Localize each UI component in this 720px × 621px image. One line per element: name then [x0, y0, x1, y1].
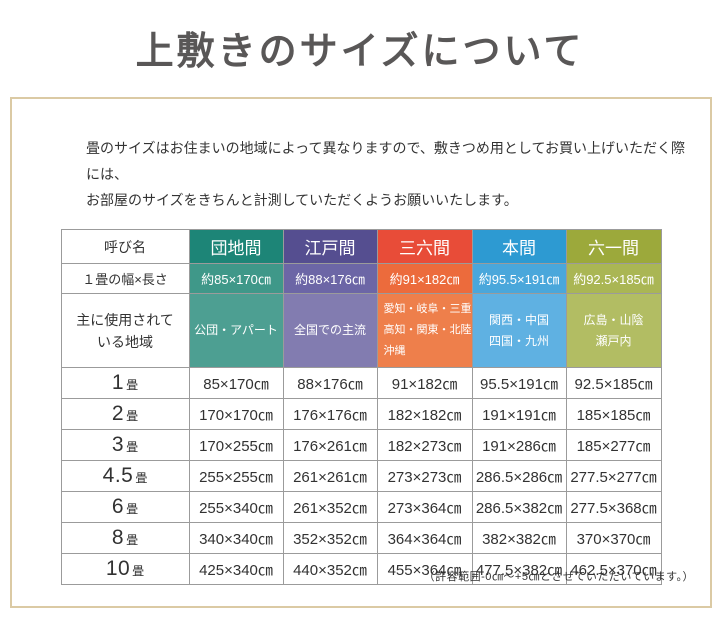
- region-value: 愛知・岐阜・三重 高知・関東・北陸 沖縄: [376, 293, 473, 368]
- size-value: 277.5×368㎝: [565, 491, 662, 523]
- tolerance-note: （許容範囲-0㎝〜+5㎝とさせていただいています。）: [423, 571, 694, 583]
- tatami-count: 1: [111, 371, 125, 394]
- tatami-unit: 畳: [126, 409, 139, 423]
- mat-dimension-value: 約88×176㎝: [282, 263, 378, 294]
- size-value: 85×170㎝: [188, 367, 284, 399]
- usage-region-row: 主に使用されて いる地域 公団・アパート 全国での主流 愛知・岐阜・三重 高知・…: [60, 293, 662, 368]
- intro-line-2: お部屋のサイズをきちんと計測していただくようお願いいたします。: [86, 192, 518, 208]
- size-value: 170×170㎝: [188, 398, 284, 430]
- size-table-row: 10 畳 425×340㎝ 440×352㎝ 455×364㎝ 477.5×382…: [60, 553, 662, 585]
- column-header-sabuma: 三六間: [376, 229, 473, 264]
- size-value: 382×382㎝: [471, 522, 567, 554]
- corner-header-label: 呼び名: [60, 229, 190, 264]
- size-table-row: 4.5 畳 255×255㎝ 261×261㎝ 273×273㎝ 286.5×28…: [60, 460, 662, 492]
- size-value: 182×273㎝: [376, 429, 473, 461]
- size-value: 273×273㎝: [376, 460, 473, 492]
- column-header-rokuichima: 六一間: [565, 229, 662, 264]
- row-label-width-length: １畳の幅×長さ: [60, 263, 190, 294]
- size-value: 261×352㎝: [282, 491, 378, 523]
- size-value: 191×286㎝: [471, 429, 567, 461]
- column-header-edoma: 江戸間: [282, 229, 378, 264]
- mat-dimension-value: 約95.5×191㎝: [471, 263, 567, 294]
- size-value: 255×255㎝: [188, 460, 284, 492]
- size-value: 286.5×382㎝: [471, 491, 567, 523]
- content-frame: 畳のサイズはお住まいの地域によって異なりますので、敷きつめ用としてお買い上げいた…: [10, 97, 712, 608]
- tatami-unit: 畳: [126, 440, 139, 454]
- size-value: 273×364㎝: [376, 491, 473, 523]
- column-header-honma: 本間: [471, 229, 567, 264]
- size-value: 462.5×370㎝: [565, 553, 662, 585]
- tatami-unit: 畳: [132, 564, 145, 578]
- size-value: 255×340㎝: [188, 491, 284, 523]
- size-value: 191×191㎝: [471, 398, 567, 430]
- mat-dimension-value: 約91×182㎝: [376, 263, 473, 294]
- size-value: 425×340㎝: [188, 553, 284, 585]
- table-header-row: 呼び名 団地間 江戸間 三六間 本間 六一間: [60, 229, 662, 264]
- size-value: 440×352㎝: [282, 553, 378, 585]
- size-value: 95.5×191㎝: [471, 367, 567, 399]
- tatami-count: 2: [111, 402, 125, 425]
- size-value: 91×182㎝: [376, 367, 473, 399]
- size-value: 261×261㎝: [282, 460, 378, 492]
- size-value: 352×352㎝: [282, 522, 378, 554]
- size-value: 286.5×286㎝: [471, 460, 567, 492]
- tatami-count: 10: [105, 557, 131, 580]
- size-value: 364×364㎝: [376, 522, 473, 554]
- size-value: 477.5×382㎝: [471, 553, 567, 585]
- size-value: 185×185㎝: [565, 398, 662, 430]
- intro-line-1: 畳のサイズはお住まいの地域によって異なりますので、敷きつめ用としてお買い上げいた…: [86, 140, 686, 182]
- tatami-size-table: 呼び名 団地間 江戸間 三六間 本間 六一間 １畳の幅×長さ 約85×170㎝ …: [60, 229, 662, 585]
- row-label-tatami-count: 10 畳: [60, 553, 190, 585]
- tatami-unit: 畳: [126, 378, 139, 392]
- mat-dimension-value: 約92.5×185㎝: [565, 263, 662, 294]
- size-value: 170×255㎝: [188, 429, 284, 461]
- size-value: 88×176㎝: [282, 367, 378, 399]
- page-title: 上敷きのサイズについて: [135, 31, 585, 73]
- size-value: 185×277㎝: [565, 429, 662, 461]
- size-value: 455×364㎝: [376, 553, 473, 585]
- column-header-danchima: 団地間: [188, 229, 284, 264]
- region-value: 関西・中国 四国・九州: [471, 293, 567, 368]
- tatami-count: 3: [111, 433, 125, 456]
- size-value: 176×176㎝: [282, 398, 378, 430]
- size-value: 277.5×277㎝: [565, 460, 662, 492]
- tatami-count: 4.5: [102, 464, 134, 487]
- mat-dimension-value: 約85×170㎝: [188, 263, 284, 294]
- size-value: 340×340㎝: [188, 522, 284, 554]
- size-value: 176×261㎝: [282, 429, 378, 461]
- region-value: 公団・アパート: [188, 293, 284, 368]
- row-label-tatami-count: 4.5 畳: [60, 460, 190, 492]
- size-value: 182×182㎝: [376, 398, 473, 430]
- tatami-unit: 畳: [126, 502, 139, 516]
- region-value: 広島・山陰 瀬戸内: [565, 293, 662, 368]
- region-value: 全国での主流: [282, 293, 378, 368]
- size-value: 92.5×185㎝: [565, 367, 662, 399]
- tatami-unit: 畳: [126, 533, 139, 547]
- mat-dimension-row: １畳の幅×長さ 約85×170㎝ 約88×176㎝ 約91×182㎝ 約95.5…: [60, 263, 662, 294]
- size-value: 370×370㎝: [565, 522, 662, 554]
- row-label-regions: 主に使用されて いる地域: [60, 293, 190, 368]
- tatami-count: 6: [111, 495, 125, 518]
- intro-text: 畳のサイズはお住まいの地域によって異なりますので、敷きつめ用としてお買い上げいた…: [12, 99, 710, 213]
- tatami-unit: 畳: [135, 471, 148, 485]
- tatami-count: 8: [111, 526, 125, 549]
